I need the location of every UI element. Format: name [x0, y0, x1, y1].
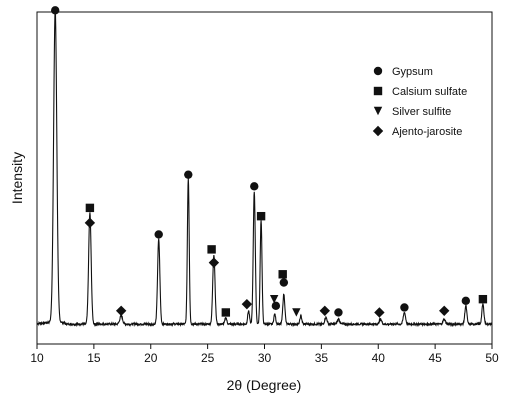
legend-label: Ajento-jarosite — [392, 126, 462, 138]
legend: Gypsum Calsium sulfate Silver sulfite Ajent… — [372, 66, 467, 138]
diamond-marker — [115, 305, 127, 316]
square-marker — [207, 245, 216, 254]
x-tick-label: 45 — [428, 351, 442, 365]
x-axis-title: 2θ (Degree) — [227, 377, 302, 393]
legend-label: Calsium sulfate — [392, 86, 467, 98]
legend-triangle-icon — [373, 106, 383, 116]
circle-marker — [334, 308, 343, 317]
x-tick-label: 20 — [144, 351, 158, 365]
diamond-marker — [439, 305, 450, 316]
square-marker — [278, 270, 287, 279]
circle-marker — [154, 230, 163, 239]
y-axis-title: Intensity — [9, 152, 25, 204]
triangle-marker — [269, 294, 279, 304]
square-marker — [221, 308, 231, 317]
diamond-marker — [241, 298, 253, 310]
legend-circle-icon — [373, 66, 383, 76]
diamond-marker — [374, 307, 385, 318]
diamond-marker — [84, 217, 96, 229]
circle-marker — [271, 301, 281, 311]
x-tick-label: 30 — [258, 351, 272, 365]
diamond-marker — [319, 305, 330, 316]
x-tick-label: 25 — [201, 351, 215, 365]
triangle-marker — [292, 308, 301, 317]
x-tick-label: 15 — [87, 351, 101, 365]
x-tick-label: 40 — [372, 351, 386, 365]
legend-label: Silver sulfite — [392, 106, 451, 118]
xrd-pattern-line — [36, 10, 493, 328]
circle-marker — [51, 6, 60, 15]
legend-item: Silver sulfite — [373, 106, 451, 118]
x-tick-label: 50 — [485, 351, 499, 365]
circle-marker — [184, 170, 193, 179]
circle-marker — [400, 303, 409, 312]
x-tick-label: 10 — [30, 351, 44, 365]
square-marker — [256, 211, 266, 221]
circle-marker — [250, 182, 259, 191]
legend-square-icon — [373, 86, 383, 96]
legend-diamond-icon — [372, 125, 384, 137]
peak-markers — [51, 6, 488, 318]
legend-label: Gypsum — [392, 66, 433, 78]
legend-item: Ajento-jarosite — [372, 125, 462, 138]
square-marker — [478, 294, 488, 304]
x-axis-ticks: 10 15 20 25 30 35 40 45 50 — [30, 344, 499, 365]
diamond-marker — [208, 257, 220, 268]
plot-frame — [36, 11, 493, 345]
legend-item: Calsium sulfate — [373, 86, 467, 98]
circle-marker — [279, 278, 289, 287]
legend-item: Gypsum — [373, 66, 433, 78]
plot-area — [36, 6, 493, 345]
circle-marker — [461, 296, 471, 306]
x-tick-label: 35 — [315, 351, 329, 365]
square-marker — [85, 203, 95, 213]
